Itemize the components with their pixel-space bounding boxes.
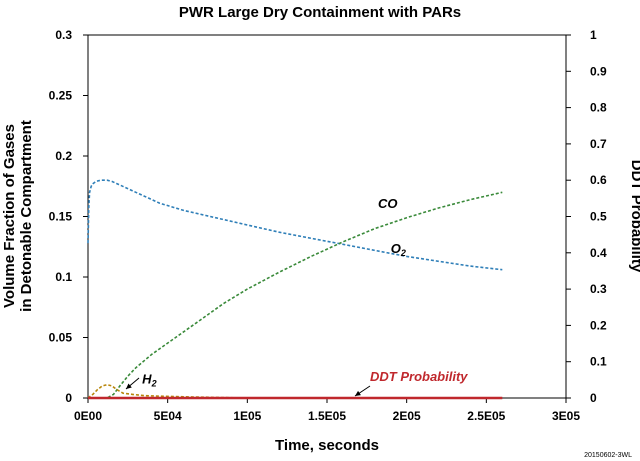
- y-right-tick-label: 0.6: [590, 173, 607, 187]
- y-left-tick-label: 0.3: [55, 28, 72, 42]
- y-left-tick-label: 0.15: [49, 210, 73, 224]
- y-right-tick-label: 0.8: [590, 101, 607, 115]
- x-tick-label: 0E00: [74, 409, 102, 423]
- y-axis-right: 0 0.1 0.2 0.3 0.4 0.5 0.6 0.7 0.8 0.9 1: [566, 28, 607, 405]
- y-right-tick-label: 0.7: [590, 137, 607, 151]
- y-right-tick-label: 0.3: [590, 282, 607, 296]
- y-axis-left-title-line2: in Detonable Compartment: [18, 120, 35, 312]
- y-left-tick-label: 0.2: [55, 149, 72, 163]
- y-left-tick-label: 0: [65, 391, 72, 405]
- series-line-o2: [87, 179, 503, 271]
- x-tick-label: 5E04: [154, 409, 182, 423]
- annotation-h: H2: [142, 371, 156, 388]
- ddt-leader-arrow: [354, 385, 371, 397]
- y-axis-left: 0 0.05 0.1 0.15 0.2 0.25 0.3: [49, 28, 88, 405]
- y-right-tick-label: 1: [590, 28, 597, 42]
- h2-leader-arrow: [125, 377, 140, 390]
- chart-title: PWR Large Dry Containment with PARs: [179, 4, 461, 21]
- x-tick-label: 2E05: [393, 409, 421, 423]
- series-layer: [87, 179, 503, 400]
- ddt-leader-arrow-head: [355, 390, 361, 396]
- y-right-tick-label: 0.4: [590, 246, 607, 260]
- annotation-ddt-probability: DDT Probability: [370, 369, 468, 384]
- y-left-tick-label: 0.05: [49, 331, 73, 345]
- x-axis: 0E00 5E04 1E05 1.5E05 2E05 2.5E05 3E05: [74, 398, 580, 423]
- y-right-tick-label: 0.5: [590, 210, 607, 224]
- x-tick-label: 1E05: [233, 409, 261, 423]
- annotation-o: O2: [391, 241, 406, 258]
- x-tick-label: 3E05: [552, 409, 580, 423]
- y-left-tick-label: 0.25: [49, 89, 73, 103]
- y-right-tick-label: 0.2: [590, 318, 607, 332]
- y-right-tick-label: 0.9: [590, 64, 607, 78]
- x-axis-title: Time, seconds: [275, 437, 379, 454]
- figure-code: 20150602-3WL: [584, 452, 632, 459]
- x-tick-label: 1.5E05: [308, 409, 346, 423]
- y-left-tick-label: 0.1: [55, 270, 72, 284]
- plot-area: [87, 34, 567, 399]
- series-line-h2: [87, 383, 248, 399]
- series-line-co: [88, 191, 503, 399]
- annotation-co: CO: [378, 196, 398, 211]
- h2-leader-arrow-head: [126, 383, 132, 389]
- annotation-layer: CO O2 H2 DDT Probability: [125, 196, 468, 397]
- y-right-tick-label: 0.1: [590, 355, 607, 369]
- x-tick-label: 2.5E05: [467, 409, 505, 423]
- y-right-tick-label: 0: [590, 391, 597, 405]
- y-axis-right-title: DDT Probability: [628, 160, 640, 273]
- y-axis-left-title-line1: Volume Fraction of Gases: [1, 124, 18, 308]
